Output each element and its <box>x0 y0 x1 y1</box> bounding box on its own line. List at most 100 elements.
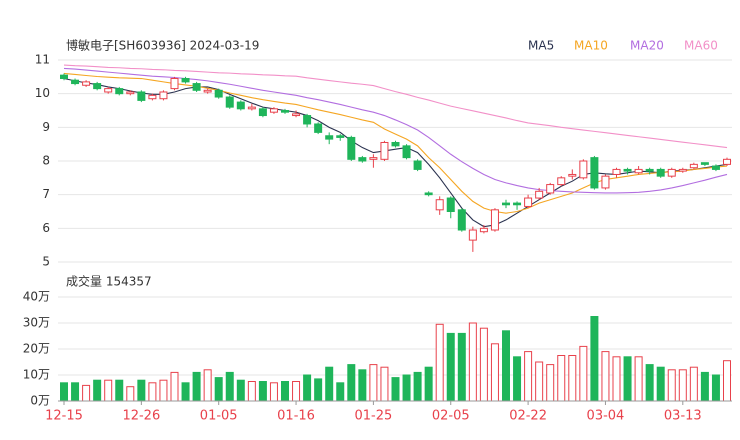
volume-bar <box>689 366 698 402</box>
volume-bar <box>60 382 68 402</box>
volume-bar <box>700 371 709 402</box>
volume-bar <box>159 379 168 402</box>
y-tick-label: 10 <box>35 86 50 100</box>
volume-bar <box>579 345 588 402</box>
volume-bar <box>446 332 455 402</box>
y-tick-label: 11 <box>35 53 50 67</box>
volume-bar <box>115 379 124 402</box>
volume-bar <box>524 351 533 402</box>
candle-body <box>369 157 378 160</box>
volume-bar <box>247 381 256 402</box>
volume-bar <box>391 377 400 402</box>
candle-body <box>380 141 389 160</box>
volume-bar <box>269 382 278 402</box>
x-tick-label: 01-16 <box>277 409 315 424</box>
volume-bar <box>148 382 157 402</box>
y-tick-label: 6 <box>42 221 50 235</box>
volume-bar <box>137 379 146 402</box>
legend-label: MA20 <box>630 39 664 53</box>
x-tick-label: 01-25 <box>355 409 393 424</box>
y-tick-label: 10万 <box>23 368 50 382</box>
candle-body <box>325 135 334 140</box>
volume-bar <box>225 371 234 402</box>
volume-bar <box>634 356 643 402</box>
candle-body <box>435 199 444 211</box>
candle-body <box>225 96 234 108</box>
candle-body <box>479 227 488 233</box>
candle-body <box>601 175 610 189</box>
volume-bar <box>358 369 367 402</box>
legend-label: MA5 <box>528 39 554 53</box>
candle-body <box>579 160 588 179</box>
volume-bar <box>557 355 566 402</box>
candle-body <box>71 79 80 85</box>
volume-bar <box>104 379 113 402</box>
volume-bar <box>711 374 720 402</box>
candle-body <box>281 110 289 113</box>
ma-line <box>63 77 728 228</box>
volume-bar <box>590 316 599 402</box>
volume-bar <box>424 366 433 402</box>
candle-body <box>115 88 124 95</box>
candle-body <box>192 83 201 91</box>
volume-bar <box>623 356 632 402</box>
volume-bar <box>667 369 676 402</box>
volume-bar <box>502 330 510 402</box>
volume-bar <box>181 382 190 402</box>
volume-bar <box>214 377 223 402</box>
candle-body <box>358 157 367 162</box>
candle-body <box>314 123 323 133</box>
candle-body <box>126 91 135 95</box>
volume-bar <box>258 381 267 402</box>
volume-bar <box>347 364 356 402</box>
candle-body <box>236 101 245 110</box>
volume-bar <box>93 379 102 402</box>
ma-line <box>63 64 728 149</box>
y-tick-label: 20万 <box>23 342 50 356</box>
x-tick-label: 01-05 <box>200 409 238 424</box>
volume-bar <box>380 366 389 402</box>
candle-body <box>303 115 312 125</box>
candle-body <box>656 168 665 177</box>
volume-bar <box>203 369 212 402</box>
volume-bar <box>546 364 555 402</box>
volume-title: 成交量 154357 <box>66 274 152 289</box>
volume-bar <box>535 361 544 402</box>
candle-body <box>590 157 599 189</box>
candle-body <box>137 91 146 101</box>
candle-body <box>402 145 411 159</box>
candle-body <box>634 168 643 174</box>
x-tick-label: 02-22 <box>509 409 547 424</box>
candle-body <box>612 168 621 175</box>
volume-bar <box>236 379 245 402</box>
y-tick-label: 9 <box>42 120 50 134</box>
candle-body <box>723 158 731 165</box>
x-tick-label: 12-15 <box>45 409 83 424</box>
volume-bar <box>82 384 91 402</box>
candle-body <box>524 197 533 207</box>
candle-body <box>468 229 477 241</box>
volume-bar <box>170 371 179 402</box>
volume-bar <box>192 371 201 402</box>
volume-bar <box>314 378 323 402</box>
y-tick-label: 40万 <box>23 290 50 304</box>
volume-bar <box>645 364 654 402</box>
volume-bar <box>656 366 665 402</box>
candle-body <box>247 106 256 110</box>
candle-body <box>292 113 301 117</box>
candle-body <box>535 190 544 199</box>
candle-body <box>502 202 510 206</box>
y-tick-label: 0万 <box>30 394 50 408</box>
x-tick-label: 03-04 <box>587 409 625 424</box>
candle-body <box>104 88 113 93</box>
volume-bar <box>435 323 444 402</box>
candle-body <box>546 184 555 194</box>
volume-bar <box>678 369 687 402</box>
candle-body <box>258 108 267 117</box>
candle-body <box>645 168 654 172</box>
candle-body <box>181 78 190 83</box>
candle-body <box>424 192 433 196</box>
candle-body <box>336 135 345 138</box>
legend-label: MA60 <box>684 39 718 53</box>
